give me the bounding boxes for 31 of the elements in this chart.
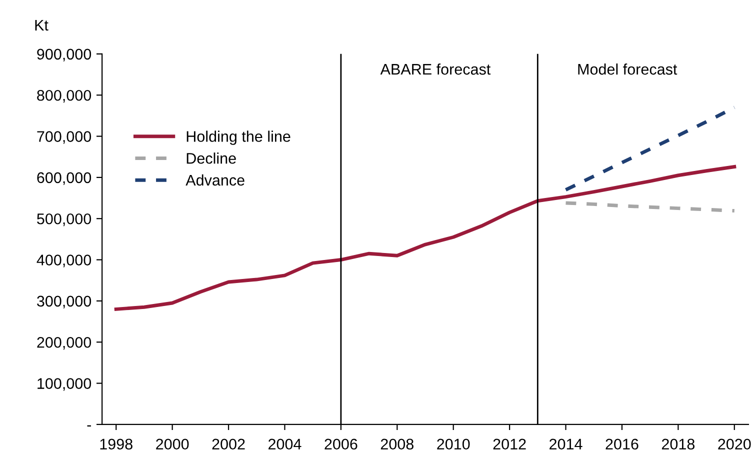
ref-line-label: Model forecast [578,63,678,75]
line-series [564,201,736,213]
line-series [564,106,736,192]
x-tick-label: 2018 [662,438,695,450]
x-tick-label: 2020 [718,438,751,450]
line-series [114,165,736,311]
x-tick-label: 2012 [493,438,526,450]
y-tick-label: 200,000 [37,336,92,350]
y-tick-label: 700,000 [37,131,92,144]
x-tick-label: 2010 [437,438,470,450]
x-tick-label: 2002 [212,438,245,450]
y-tick-label: 800,000 [37,90,92,103]
y-tick-label: - [87,425,91,427]
x-tick-label: 2004 [268,438,302,450]
y-tick-label: 500,000 [37,213,92,226]
legend-label: Advance [186,174,244,186]
y-tick-label: 600,000 [37,172,92,185]
x-tick-label: 2014 [550,438,582,450]
x-tick-label: 1998 [100,438,132,450]
x-tick-label: 2000 [156,438,189,450]
legend-label: Decline [186,152,236,164]
ref-line-label: ABARE forecast [380,64,491,75]
x-tick-label: 2006 [324,438,358,450]
y-tick-label: 400,000 [36,254,92,268]
y-axis-title: Kt [35,20,48,31]
legend-label: Holding the line [186,130,290,145]
y-tick-label: 100,000 [38,378,92,391]
y-tick-label: 900,000 [37,48,92,62]
x-tick-label: 2016 [606,438,638,450]
y-tick-label: 300,000 [37,296,92,308]
x-tick-label: 2008 [380,438,414,450]
